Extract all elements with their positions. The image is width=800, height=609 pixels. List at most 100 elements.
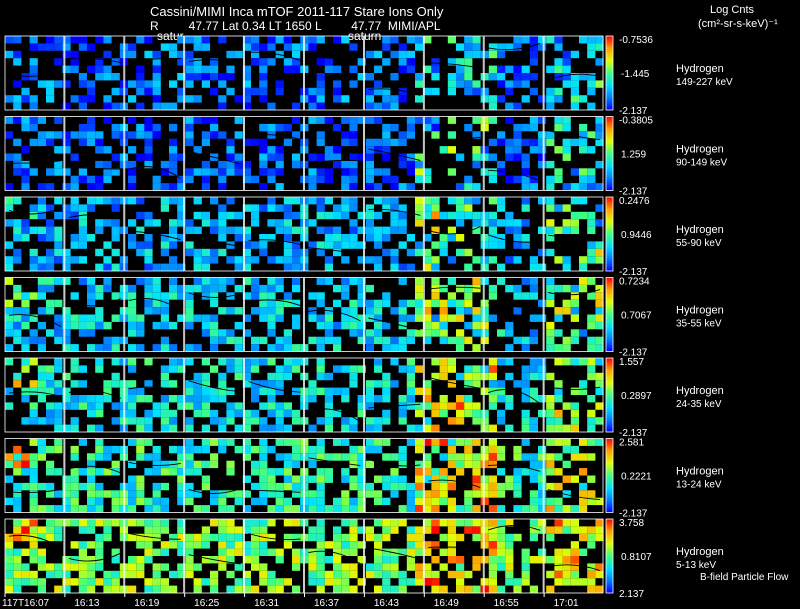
spectrogram-cell	[406, 336, 415, 345]
spectrogram-cell	[406, 50, 415, 59]
sub-image-frame	[124, 518, 185, 594]
spectrogram-cell	[13, 490, 22, 498]
spectrogram-cell	[46, 409, 55, 418]
spectrogram-cell	[333, 526, 342, 534]
spectrogram-cell	[267, 424, 276, 432]
spectrogram-cell	[308, 175, 317, 184]
spectrogram-cell	[5, 299, 14, 308]
spectrogram-cell	[218, 307, 227, 315]
field-trace	[248, 239, 301, 245]
spectrogram-cell	[488, 284, 497, 293]
spectrogram-cell	[480, 417, 489, 425]
spectrogram-cell	[234, 424, 243, 432]
spectrogram-cell	[415, 204, 424, 212]
spectrogram-cell	[201, 263, 210, 271]
spectrogram-cell	[251, 256, 260, 264]
spectrogram-cell	[562, 548, 571, 556]
spectrogram-cell	[406, 482, 415, 491]
spectrogram-cell	[251, 58, 260, 66]
spectrogram-cell	[5, 219, 14, 227]
spectrogram-cell	[169, 219, 178, 227]
field-trace	[128, 166, 181, 179]
spectrogram-cell	[185, 284, 194, 293]
spectrogram-cell	[587, 43, 596, 51]
spectrogram-cell	[218, 395, 227, 403]
spectrogram-cell	[185, 65, 194, 73]
spectrogram-cell	[390, 263, 399, 271]
spectrogram-cell	[144, 548, 153, 556]
spectrogram-cell	[488, 292, 497, 300]
spectrogram-cell	[29, 336, 38, 345]
spectrogram-cell	[447, 358, 456, 366]
spectrogram-cell	[275, 417, 284, 425]
spectrogram-cell	[111, 226, 120, 234]
spectrogram-cell	[259, 204, 268, 212]
spectrogram-cell	[488, 526, 497, 534]
spectrogram-cell	[513, 102, 522, 110]
spectrogram-cell	[275, 80, 284, 88]
spectrogram-cell	[29, 43, 38, 51]
spectrogram-cell	[341, 570, 350, 579]
spectrogram-cell	[87, 395, 96, 403]
spectrogram-cell	[95, 541, 104, 549]
spectrogram-cell	[185, 292, 194, 300]
spectrogram-cell	[513, 146, 522, 154]
sub-image-frame	[184, 196, 244, 272]
spectrogram-cell	[357, 116, 366, 124]
spectrogram-cell	[103, 526, 112, 534]
spectrogram-cell	[456, 314, 465, 322]
spectrogram-cell	[242, 365, 251, 373]
spectrogram-cell	[587, 372, 596, 381]
spectrogram-cell	[226, 570, 235, 579]
spectrogram-cell	[398, 548, 407, 556]
spectrogram-cell	[62, 65, 71, 73]
spectrogram-cell	[390, 219, 399, 227]
spectrogram-cell	[529, 417, 538, 425]
spectrogram-cell	[488, 556, 497, 564]
spectrogram-cell	[242, 358, 251, 366]
spectrogram-cell	[46, 299, 55, 308]
spectrogram-cell	[177, 563, 186, 571]
spectrogram-cell	[554, 424, 563, 432]
spectrogram-cell	[5, 36, 14, 44]
spectrogram-cell	[95, 146, 104, 154]
spectrogram-cell	[390, 138, 399, 147]
spectrogram-cell	[349, 307, 358, 315]
spectrogram-cell	[292, 263, 301, 271]
colorbar-max-label: 1.557	[619, 357, 644, 368]
spectrogram-cell	[390, 490, 399, 498]
spectrogram-cell	[267, 292, 276, 300]
spectrogram-cell	[316, 482, 325, 491]
spectrogram-cell	[234, 365, 243, 373]
spectrogram-cell	[554, 123, 563, 132]
spectrogram-cell	[382, 336, 391, 345]
spectrogram-cell	[292, 50, 301, 59]
spectrogram-cell	[87, 321, 96, 330]
spectrogram-cell	[29, 497, 38, 506]
spectrogram-cell	[324, 578, 333, 586]
spectrogram-cell	[242, 519, 251, 527]
spectrogram-cell	[226, 585, 235, 593]
spectrogram-cell	[95, 578, 104, 586]
spectrogram-cell	[242, 292, 251, 300]
spectrogram-cell	[144, 146, 153, 154]
spectrogram-cell	[447, 482, 456, 491]
spectrogram-cell	[365, 445, 374, 454]
spectrogram-cell	[128, 497, 137, 506]
spectrogram-cell	[177, 490, 186, 498]
spectrogram-cell	[447, 168, 456, 176]
spectrogram-cell	[554, 409, 563, 418]
spectrogram-cell	[185, 468, 194, 476]
spectrogram-cell	[341, 197, 350, 205]
spectrogram-cell	[144, 468, 153, 476]
spectrogram-cell	[234, 578, 243, 586]
spectrogram-cell	[374, 146, 383, 154]
spectrogram-cell	[488, 438, 497, 446]
spectrogram-cell	[87, 65, 96, 73]
spectrogram-cell	[218, 424, 227, 432]
spectrogram-cell	[29, 248, 38, 257]
spectrogram-cell	[70, 497, 79, 506]
spectrogram-cell	[234, 234, 243, 242]
spectrogram-cell	[587, 131, 596, 139]
spectrogram-cell	[570, 358, 579, 366]
